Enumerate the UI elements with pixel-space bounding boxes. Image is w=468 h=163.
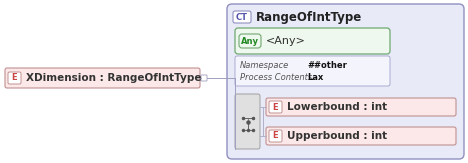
Text: RangeOfIntType: RangeOfIntType bbox=[256, 10, 362, 23]
FancyBboxPatch shape bbox=[269, 130, 282, 142]
Text: Any: Any bbox=[241, 37, 259, 45]
FancyBboxPatch shape bbox=[5, 68, 200, 88]
Text: CT: CT bbox=[236, 13, 248, 22]
FancyBboxPatch shape bbox=[227, 4, 464, 159]
FancyBboxPatch shape bbox=[266, 98, 456, 116]
FancyBboxPatch shape bbox=[235, 28, 390, 54]
Text: Lax: Lax bbox=[307, 73, 323, 82]
FancyBboxPatch shape bbox=[235, 94, 260, 149]
Text: Namespace: Namespace bbox=[240, 60, 289, 69]
Text: E: E bbox=[273, 132, 278, 141]
Text: Process Contents: Process Contents bbox=[240, 73, 312, 82]
Text: Upperbound : int: Upperbound : int bbox=[287, 131, 387, 141]
FancyBboxPatch shape bbox=[269, 101, 282, 113]
FancyBboxPatch shape bbox=[239, 34, 261, 48]
Text: E: E bbox=[273, 103, 278, 111]
Text: <Any>: <Any> bbox=[266, 36, 306, 46]
FancyBboxPatch shape bbox=[233, 11, 251, 23]
FancyBboxPatch shape bbox=[8, 72, 21, 84]
Text: E: E bbox=[12, 74, 17, 82]
FancyBboxPatch shape bbox=[201, 75, 207, 81]
FancyBboxPatch shape bbox=[266, 127, 456, 145]
Text: XDimension : RangeOfIntType: XDimension : RangeOfIntType bbox=[26, 73, 202, 83]
FancyBboxPatch shape bbox=[235, 56, 390, 86]
Text: Lowerbound : int: Lowerbound : int bbox=[287, 102, 387, 112]
Text: ##other: ##other bbox=[307, 60, 347, 69]
